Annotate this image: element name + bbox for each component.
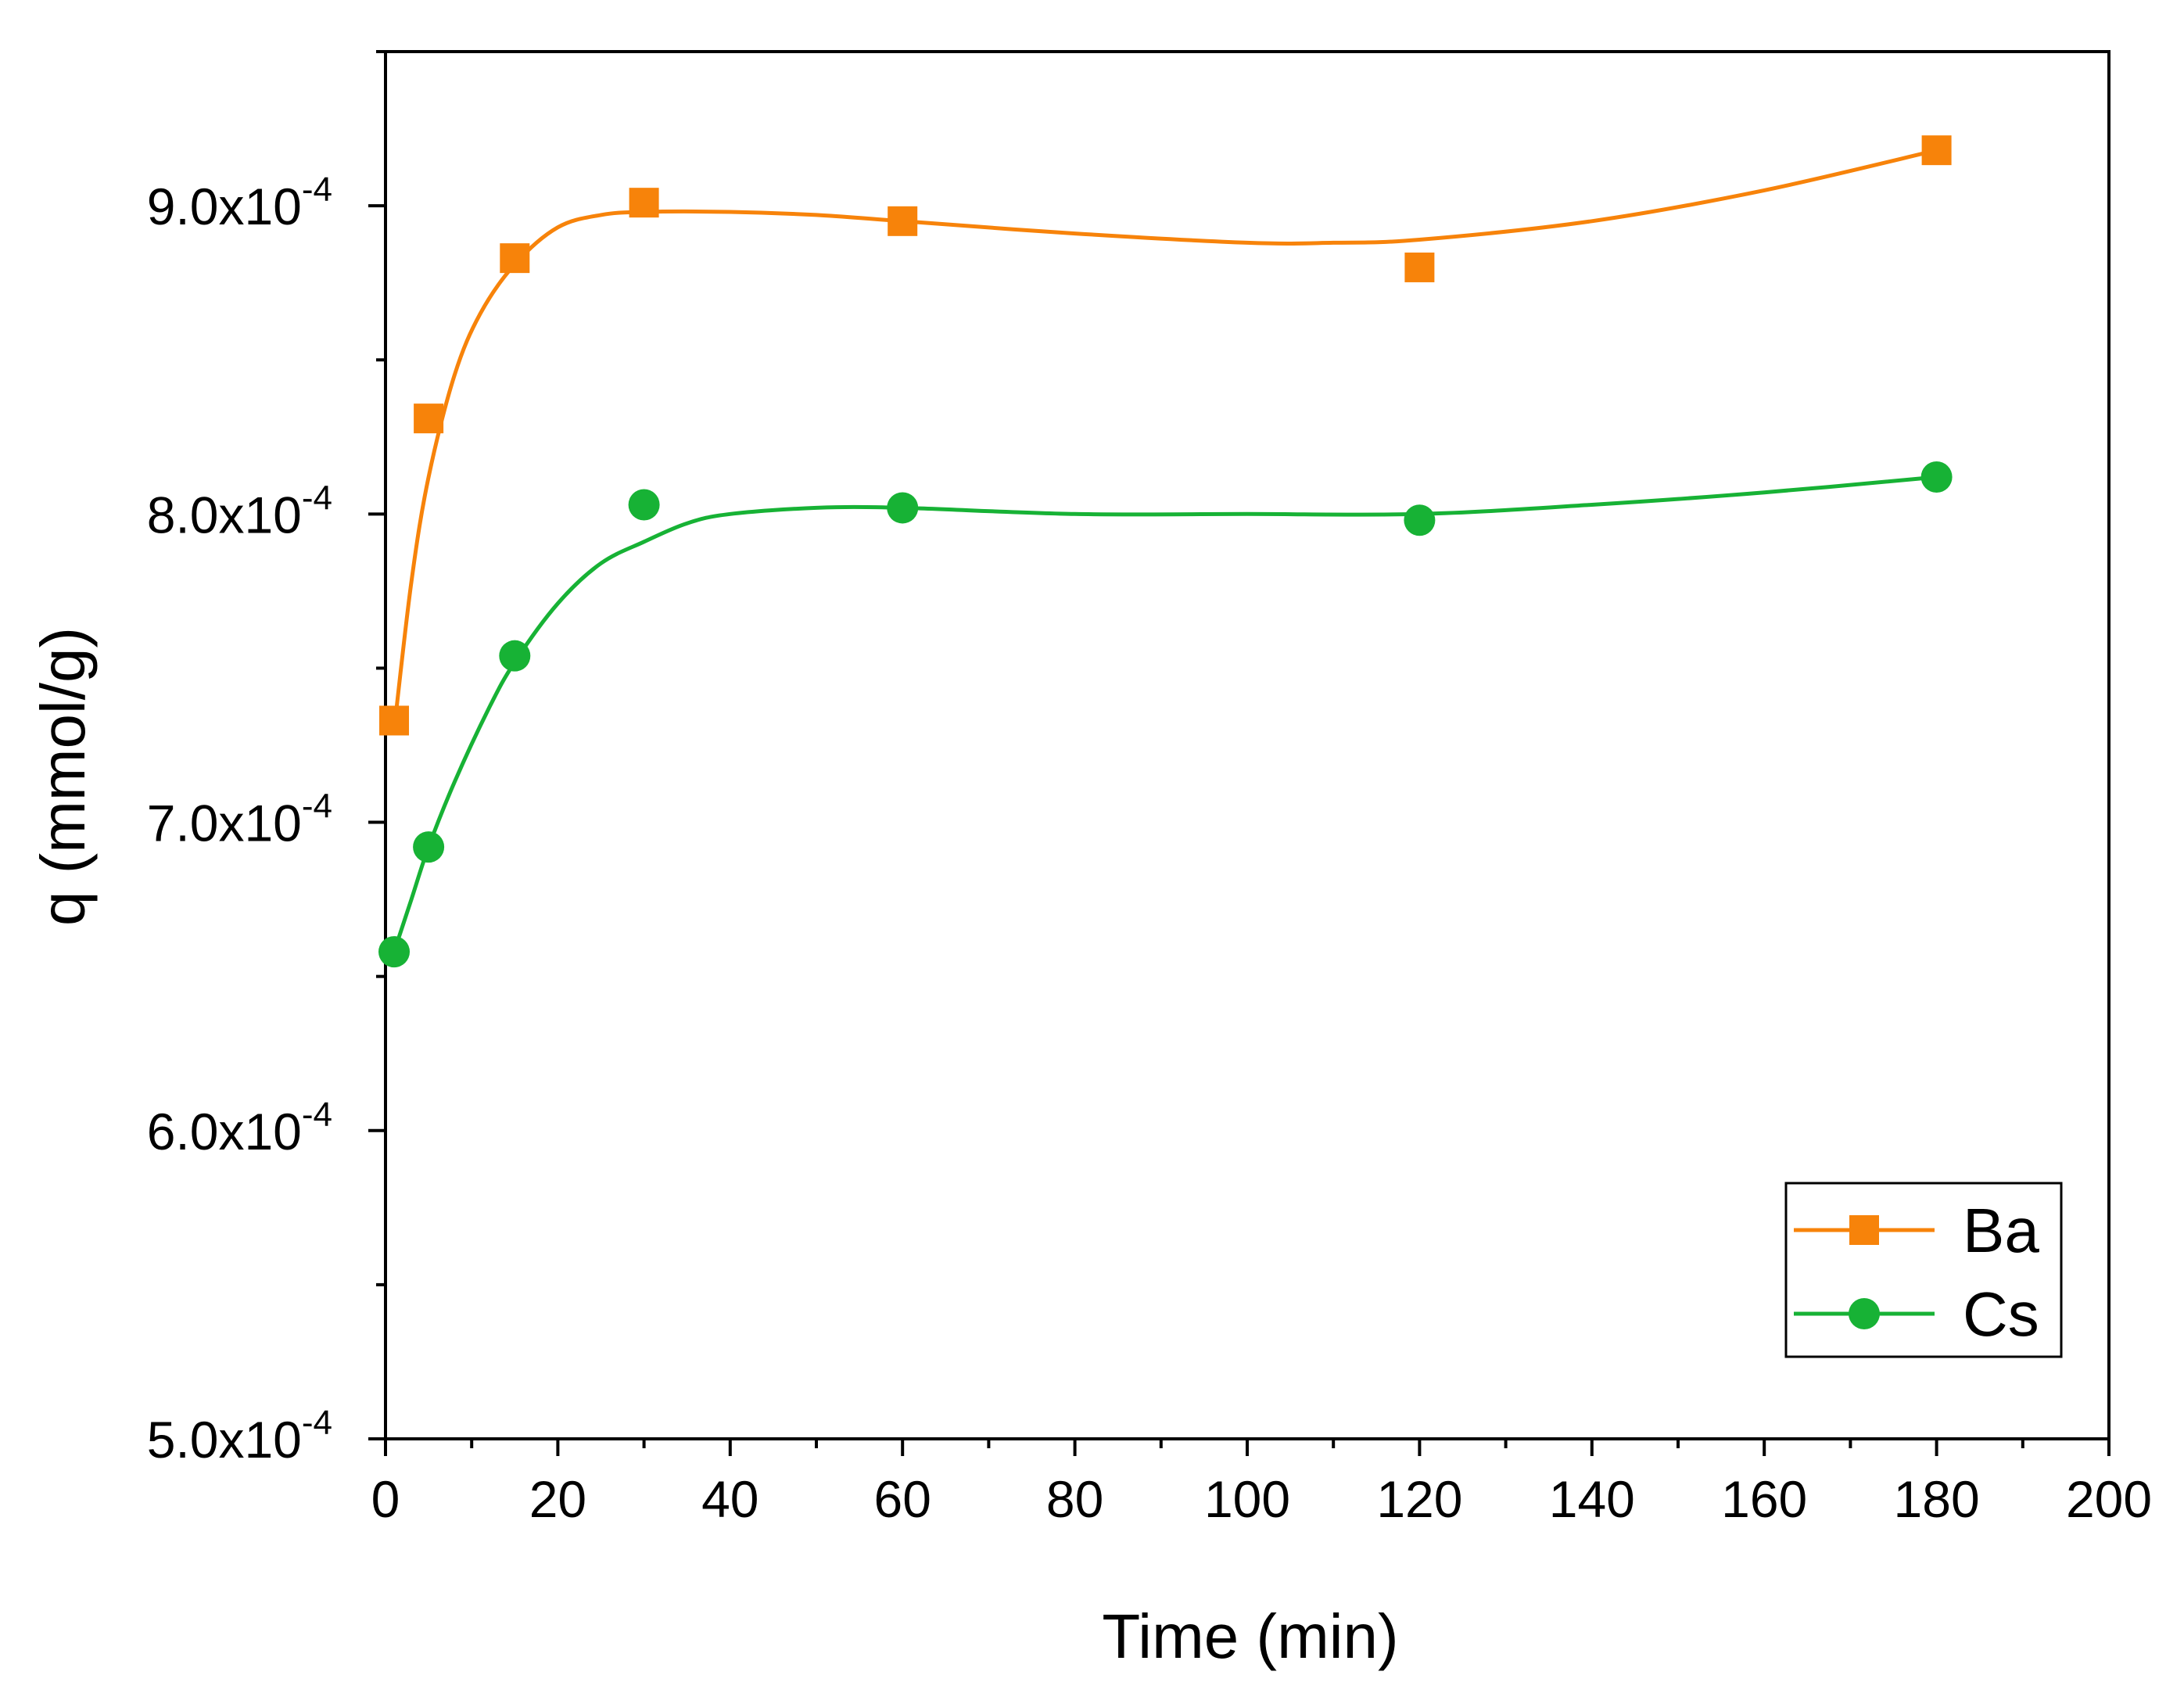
x-tick-label: 40 [701,1470,758,1528]
y-axis-title: q (mmol/g) [28,627,98,926]
series-layer [378,135,1953,968]
x-tick-label: 80 [1046,1470,1103,1528]
y-tick-label: 9.0x10-4 [147,170,332,235]
series-ba-point [414,404,444,434]
series-cs-fit-line [392,475,1937,952]
legend: Ba Cs [1784,1182,2063,1358]
series-ba-point [500,243,530,274]
legend-ba-label: Ba [1963,1196,2039,1265]
x-tick-label: 200 [2066,1470,2152,1528]
series-ba [379,135,1952,736]
series-cs-point [499,640,531,672]
series-ba-point [629,188,659,218]
y-tick-label: 7.0x10-4 [147,787,332,852]
series-cs [378,461,1953,968]
y-axis: 5.0x10-4 6.0x10-4 7.0x10-4 8.0x10-4 9.0x10-4 [147,50,386,1469]
y-tick-label: 8.0x10-4 [147,479,332,543]
y-tick-label: 6.0x10-4 [147,1096,332,1160]
legend-box [1784,1182,2063,1358]
x-tick-label: 180 [1894,1470,1980,1528]
y-tick-label: 5.0x10-4 [147,1404,332,1469]
series-ba-point [1921,135,1952,166]
legend-cs-label: Cs [1963,1279,2039,1349]
series-ba-fit-line [392,148,1938,730]
legend-ba-marker [1849,1215,1879,1245]
series-cs-point [378,936,411,968]
x-tick-label: 20 [529,1470,586,1528]
x-tick-label: 0 [371,1470,400,1528]
series-cs-point [1920,461,1953,493]
series-ba-point [379,705,410,736]
series-cs-point [413,831,445,863]
x-axis-title: Time (min) [1102,1602,1398,1671]
series-ba-point [1404,252,1435,282]
series-ba-point [888,206,918,236]
series-cs-point [1404,504,1436,536]
legend-cs-marker [1849,1298,1880,1329]
x-tick-label: 60 [873,1470,931,1528]
x-axis: 0 20 40 60 80 100 120 140 160 180 200 [371,1439,2152,1528]
x-tick-label: 160 [1721,1470,1807,1528]
series-cs-point [628,489,660,521]
series-cs-point [887,492,919,524]
x-tick-label: 140 [1549,1470,1635,1528]
x-tick-label: 120 [1376,1470,1462,1528]
x-tick-label: 100 [1204,1470,1290,1528]
